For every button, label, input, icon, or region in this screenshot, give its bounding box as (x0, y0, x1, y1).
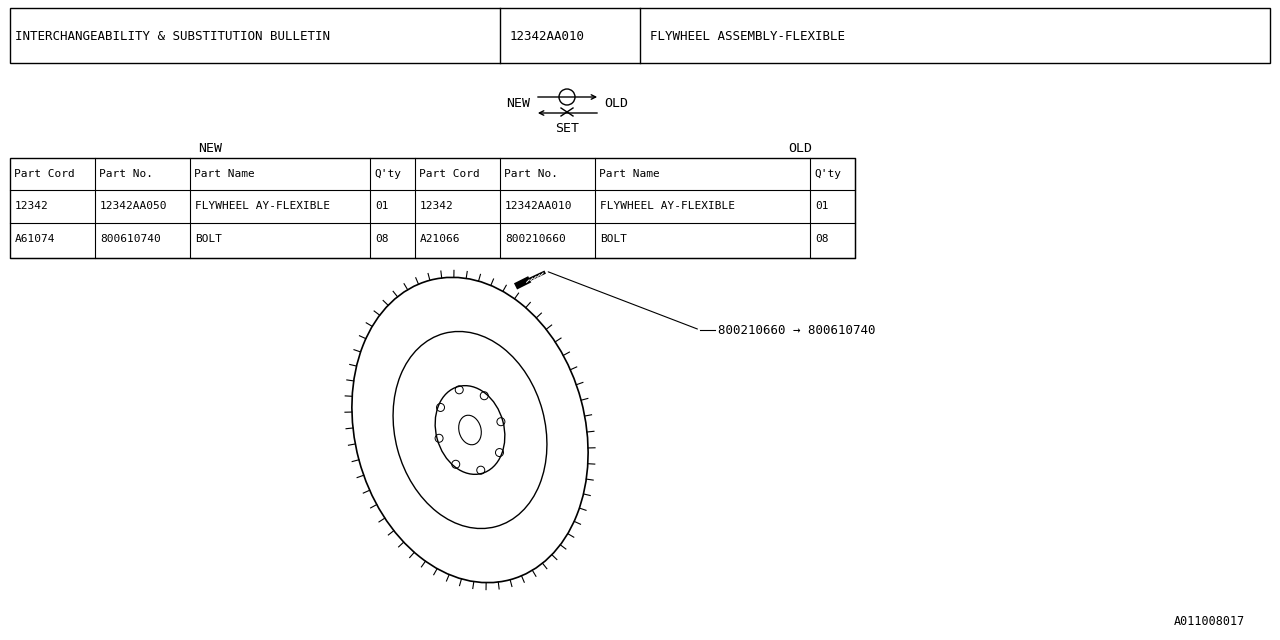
Text: OLD: OLD (788, 141, 812, 154)
Text: Part No.: Part No. (504, 169, 558, 179)
Text: FLYWHEEL ASSEMBLY-FLEXIBLE: FLYWHEEL ASSEMBLY-FLEXIBLE (650, 29, 845, 42)
Text: NEW: NEW (506, 97, 530, 109)
Text: 12342AA050: 12342AA050 (100, 201, 168, 211)
Text: OLD: OLD (604, 97, 628, 109)
Text: FLYWHEEL AY-FLEXIBLE: FLYWHEEL AY-FLEXIBLE (600, 201, 735, 211)
Text: Part No.: Part No. (99, 169, 154, 179)
Text: A011008017: A011008017 (1174, 615, 1245, 628)
Text: 08: 08 (815, 234, 828, 244)
Text: BOLT: BOLT (195, 234, 221, 244)
FancyBboxPatch shape (10, 8, 1270, 63)
Text: 12342AA010: 12342AA010 (506, 201, 572, 211)
Text: 12342: 12342 (420, 201, 453, 211)
Text: 01: 01 (375, 201, 389, 211)
Text: Q'ty: Q'ty (374, 169, 401, 179)
Text: Part Name: Part Name (599, 169, 659, 179)
Text: 800610740: 800610740 (100, 234, 161, 244)
Text: Part Cord: Part Cord (14, 169, 74, 179)
Text: A61074: A61074 (15, 234, 55, 244)
FancyBboxPatch shape (10, 158, 855, 258)
Text: 01: 01 (815, 201, 828, 211)
Text: SET: SET (556, 122, 579, 134)
Text: 08: 08 (375, 234, 389, 244)
Text: 800210660: 800210660 (506, 234, 566, 244)
Text: Part Cord: Part Cord (419, 169, 480, 179)
Text: 12342AA010: 12342AA010 (509, 29, 585, 42)
Text: A21066: A21066 (420, 234, 461, 244)
Text: NEW: NEW (198, 141, 221, 154)
Text: Part Name: Part Name (195, 169, 255, 179)
Text: 800210660 → 800610740: 800210660 → 800610740 (718, 323, 876, 337)
Text: FLYWHEEL AY-FLEXIBLE: FLYWHEEL AY-FLEXIBLE (195, 201, 330, 211)
Text: Q'ty: Q'ty (814, 169, 841, 179)
Text: 12342: 12342 (15, 201, 49, 211)
Text: BOLT: BOLT (600, 234, 627, 244)
Text: INTERCHANGEABILITY & SUBSTITUTION BULLETIN: INTERCHANGEABILITY & SUBSTITUTION BULLET… (15, 29, 330, 42)
